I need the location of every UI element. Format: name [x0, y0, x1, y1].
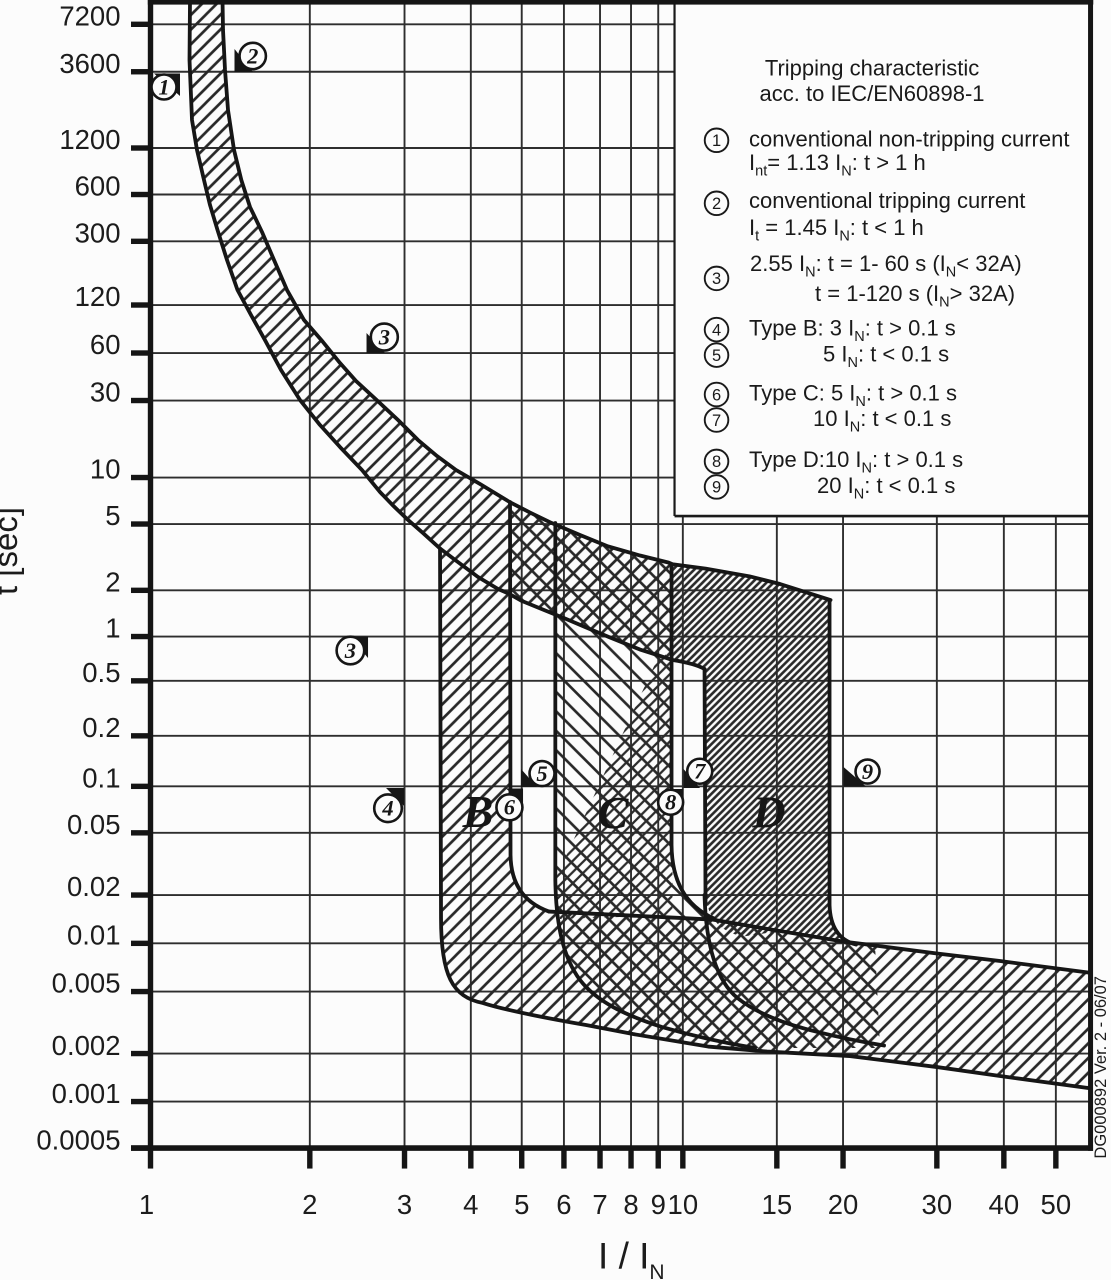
svg-text:8: 8 — [665, 790, 676, 815]
svg-text:3: 3 — [397, 1189, 412, 1220]
svg-text:5: 5 — [514, 1189, 529, 1220]
svg-text:t [sec]: t [sec] — [0, 507, 24, 595]
svg-text:10 IN: t < 0.1 s: 10 IN: t < 0.1 s — [813, 406, 951, 436]
svg-text:0.5: 0.5 — [82, 657, 120, 688]
svg-text:0.01: 0.01 — [67, 920, 121, 951]
svg-text:0.1: 0.1 — [82, 763, 120, 794]
svg-text:0.001: 0.001 — [52, 1078, 121, 1109]
svg-text:Type C: 5 IN: t > 0.1 s: Type C: 5 IN: t > 0.1 s — [749, 381, 957, 411]
svg-text:4: 4 — [712, 321, 721, 339]
svg-text:10: 10 — [90, 454, 121, 485]
svg-text:acc. to IEC/EN60898-1: acc. to IEC/EN60898-1 — [760, 81, 985, 106]
svg-text:7: 7 — [592, 1189, 607, 1220]
svg-text:4: 4 — [463, 1189, 478, 1220]
svg-text:2.55 IN: t = 1- 60 s (IN< 32A): 2.55 IN: t = 1- 60 s (IN< 32A) — [750, 251, 1022, 281]
svg-text:DG000892 Ver. 2 - 06/07: DG000892 Ver. 2 - 06/07 — [1092, 976, 1110, 1159]
svg-text:600: 600 — [75, 171, 121, 202]
svg-text:B: B — [462, 786, 494, 837]
svg-text:2: 2 — [712, 195, 721, 213]
svg-text:Tripping characteristic: Tripping characteristic — [765, 56, 979, 81]
svg-text:5: 5 — [105, 500, 120, 531]
svg-text:5: 5 — [536, 761, 547, 786]
svg-text:8: 8 — [712, 453, 721, 471]
svg-text:It = 1.45 IN: t < 1 h: It = 1.45 IN: t < 1 h — [749, 215, 924, 245]
svg-text:50: 50 — [1041, 1189, 1072, 1220]
svg-text:1: 1 — [139, 1189, 154, 1220]
svg-text:Int= 1.13 IN: t > 1 h: Int= 1.13 IN: t > 1 h — [749, 150, 926, 180]
svg-text:t = 1-120 s (IN> 32A): t = 1-120 s (IN> 32A) — [815, 281, 1015, 311]
svg-text:15: 15 — [762, 1189, 793, 1220]
svg-text:6: 6 — [556, 1189, 571, 1220]
svg-text:C: C — [598, 787, 630, 838]
svg-text:2: 2 — [105, 567, 120, 598]
svg-text:0.02: 0.02 — [67, 871, 121, 902]
svg-text:8: 8 — [623, 1189, 638, 1220]
svg-text:conventional tripping current: conventional tripping current — [749, 188, 1025, 213]
svg-text:4: 4 — [381, 796, 393, 821]
svg-text:0.002: 0.002 — [52, 1030, 121, 1061]
svg-text:3600: 3600 — [59, 48, 120, 79]
svg-text:0.05: 0.05 — [67, 809, 121, 840]
svg-text:40: 40 — [989, 1189, 1020, 1220]
svg-text:3: 3 — [378, 324, 390, 349]
svg-text:conventional non-tripping curr: conventional non-tripping current — [749, 127, 1069, 152]
svg-text:1: 1 — [712, 132, 721, 150]
svg-text:10: 10 — [668, 1189, 699, 1220]
svg-text:3: 3 — [712, 270, 721, 288]
svg-text:Type D:10 IN: t > 0.1 s: Type D:10 IN: t > 0.1 s — [749, 447, 963, 477]
svg-text:5 IN: t < 0.1 s: 5 IN: t < 0.1 s — [823, 342, 949, 372]
svg-text:30: 30 — [922, 1189, 953, 1220]
svg-text:5: 5 — [712, 347, 721, 365]
svg-text:20 IN: t < 0.1 s: 20 IN: t < 0.1 s — [817, 473, 955, 503]
svg-text:2: 2 — [246, 43, 258, 68]
svg-text:9: 9 — [712, 479, 721, 497]
svg-text:6: 6 — [504, 795, 516, 820]
svg-text:3: 3 — [344, 638, 356, 663]
svg-text:60: 60 — [90, 329, 121, 360]
svg-text:300: 300 — [75, 218, 121, 249]
svg-text:D: D — [751, 787, 785, 838]
svg-text:7: 7 — [694, 759, 706, 784]
svg-text:0.2: 0.2 — [82, 712, 120, 743]
svg-text:1200: 1200 — [59, 124, 120, 155]
svg-text:2: 2 — [302, 1189, 317, 1220]
svg-text:30: 30 — [90, 377, 121, 408]
svg-text:1: 1 — [158, 74, 169, 99]
svg-text:9: 9 — [651, 1189, 666, 1220]
svg-text:Type B: 3 IN: t > 0.1 s: Type B: 3 IN: t > 0.1 s — [749, 316, 956, 346]
svg-text:7200: 7200 — [59, 1, 120, 32]
svg-text:0.005: 0.005 — [52, 968, 121, 999]
svg-text:9: 9 — [862, 759, 873, 784]
svg-text:120: 120 — [75, 281, 121, 312]
svg-text:1: 1 — [105, 613, 120, 644]
svg-text:0.0005: 0.0005 — [36, 1124, 120, 1155]
svg-text:20: 20 — [828, 1189, 859, 1220]
svg-text:7: 7 — [712, 412, 721, 430]
svg-text:6: 6 — [712, 386, 721, 404]
